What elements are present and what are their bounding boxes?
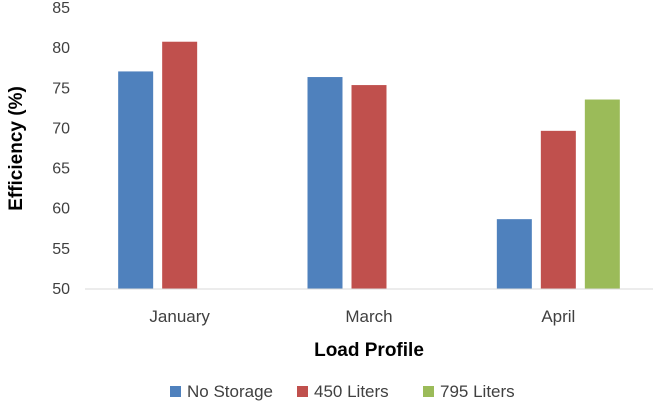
bar-450-liters-january — [162, 41, 198, 289]
x-axis-title: Load Profile — [314, 340, 424, 361]
legend-label: No Storage — [187, 382, 273, 401]
y-axis-ticks: 50 55 60 65 70 75 80 85 — [52, 0, 70, 298]
bar-no-storage-march — [307, 77, 343, 289]
y-tick-label: 75 — [52, 80, 70, 97]
x-tick-label: January — [149, 307, 210, 326]
bar-450-liters-april — [540, 130, 576, 289]
legend-swatch — [423, 386, 434, 397]
x-tick-label: March — [345, 307, 392, 326]
bar-795-liters-april — [584, 99, 620, 289]
y-tick-label: 55 — [52, 241, 70, 258]
legend-swatch — [297, 386, 308, 397]
legend: No Storage 450 Liters 795 Liters — [170, 382, 515, 401]
legend-label: 795 Liters — [440, 382, 515, 401]
y-tick-label: 85 — [52, 0, 70, 17]
bar-450-liters-march — [351, 85, 387, 290]
y-tick-label: 70 — [52, 120, 70, 137]
x-tick-label: April — [541, 307, 575, 326]
y-axis-title: Efficiency (%) — [6, 86, 27, 211]
y-tick-label: 65 — [52, 161, 70, 178]
x-axis-categories: January March April — [149, 307, 575, 326]
legend-swatch — [170, 386, 181, 397]
bar-no-storage-january — [118, 71, 154, 289]
y-tick-label: 50 — [52, 281, 70, 298]
y-tick-label: 60 — [52, 201, 70, 218]
y-tick-label: 80 — [52, 40, 70, 57]
bars — [118, 41, 620, 290]
legend-label: 450 Liters — [314, 382, 389, 401]
bar-no-storage-april — [496, 219, 532, 289]
